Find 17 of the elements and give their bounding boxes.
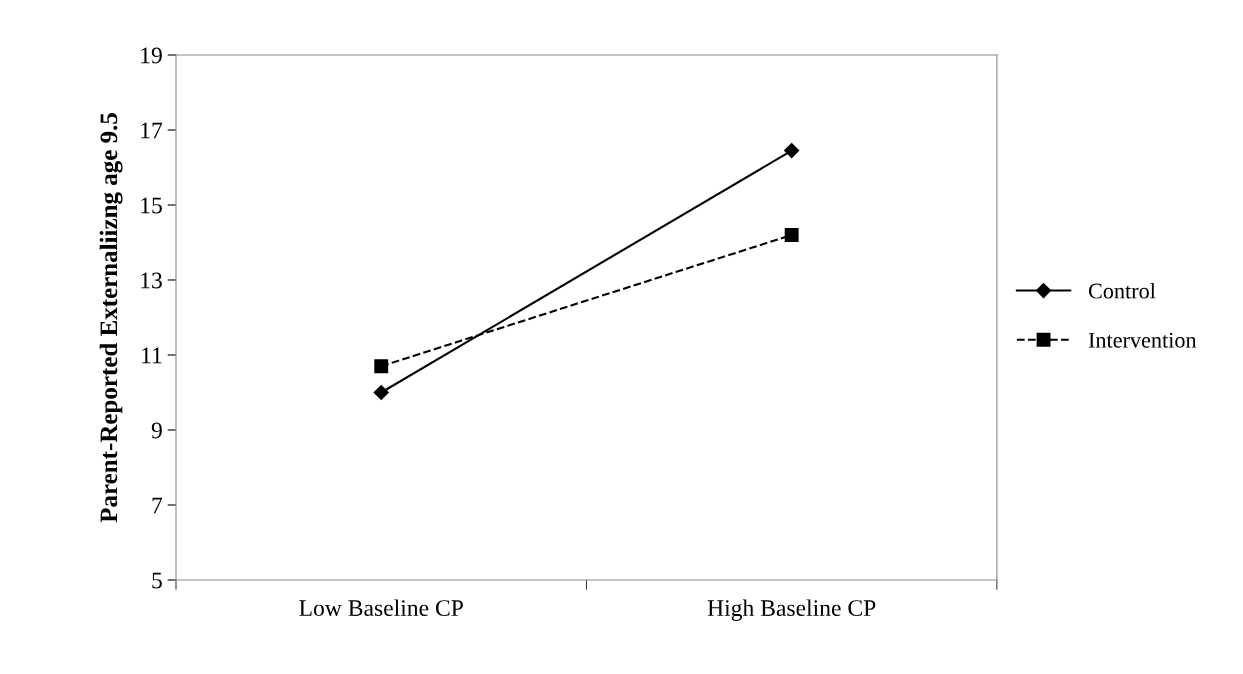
y-tick-label: 5 <box>152 572 162 589</box>
point <box>373 384 389 401</box>
y-tick-label: 7 <box>152 497 163 514</box>
point <box>374 359 389 374</box>
x-tick-label: High Baseline CP <box>707 599 876 621</box>
point <box>784 143 800 159</box>
y-tick-label: 13 <box>141 272 162 289</box>
legend-label: Intervention <box>1088 332 1197 348</box>
y-tick-label: 17 <box>141 122 163 139</box>
y-tick-label: 11 <box>142 347 162 364</box>
y-tick-label: 9 <box>151 422 162 439</box>
x-tick-label: Low Baseline CP <box>299 599 463 617</box>
point <box>784 228 799 242</box>
y-tick-label: 15 <box>141 197 162 214</box>
y-tick-label: 19 <box>141 47 162 64</box>
y-axis-title: Parent-Reported Externaliizng age 9.5 <box>99 113 123 523</box>
legend-label: Control <box>1088 282 1156 299</box>
